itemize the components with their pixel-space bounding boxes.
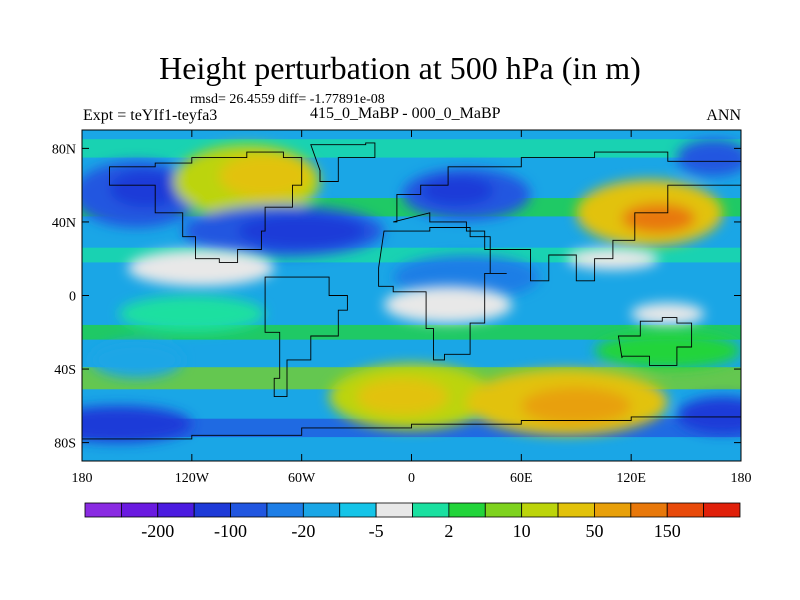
colorbar-label: 10 [513,521,531,541]
field-blob [118,295,266,333]
field-blob [237,214,366,248]
colorbar-label: -20 [291,521,315,541]
field-blobs [82,139,741,443]
lat-label: 80N [52,142,76,157]
colorbar-swatch [193,502,231,518]
field-blob [420,175,494,206]
colorbar-swatch [266,502,304,518]
field-blob [594,332,741,370]
colorbar-swatch [521,502,559,518]
coastline-antarctica [82,416,741,461]
colorbar-swatch [230,502,268,518]
near-zero-blob [127,249,275,287]
field-blob [91,341,183,379]
colorbar-label: 150 [654,521,681,541]
coastline-eurasia [393,151,741,282]
colorbar-swatch [666,502,705,518]
lon-label: 120E [616,471,646,486]
map-plot-area [81,129,742,462]
field-blob [356,378,449,416]
lon-label: 180 [731,471,752,486]
coastline-africa [378,227,507,361]
colorbar-swatch [412,502,450,518]
colorbar-swatch [448,502,486,518]
colorbar-swatch [302,502,341,518]
colorbar-label: -200 [141,521,174,541]
field-blob [521,387,632,425]
colorbar-label: 2 [444,521,453,541]
colorbar-label: 50 [585,521,603,541]
colorbar-swatch [120,502,159,518]
lat-label: 40N [52,216,76,231]
lon-label: 120W [175,471,210,486]
colorbar-swatch [703,502,741,518]
lat-label: 80S [54,437,76,452]
season-label: ANN [706,107,741,124]
lon-label: 180 [72,471,93,486]
coastline-australia [617,317,693,366]
lat-label: 40S [54,363,76,378]
colorbar-swatch [375,502,413,518]
field-blob [82,405,192,443]
coastline-south-america [264,276,348,398]
field-band [82,324,741,340]
coastline-north-america [109,151,303,263]
coastlines [82,142,741,461]
field-blob [676,139,741,176]
colorbar-label: -5 [369,521,384,541]
field-blob [219,153,311,199]
field-band [82,139,741,158]
colorbar-swatch [339,502,377,518]
lon-label: 60E [510,471,533,486]
colorbar-swatch [484,502,523,518]
map-axes: 80N 40N 0 40S 80S 180 120W 60W 0 60E 120E 180 [52,130,752,486]
field-blob [109,170,183,208]
near-zero-blob [631,302,705,325]
colorbar-swatch [630,502,668,518]
near-zero-blob [384,286,513,324]
period-label: 415_0_MaBP - 000_0_MaBP [310,105,501,122]
coastline-greenland [310,142,376,182]
colorbar-label: -100 [214,521,247,541]
field-blob [676,396,741,434]
lat-label: 0 [69,290,76,305]
colorbar-swatch [84,502,122,518]
colorbar: -200 -100 -20 -5 2 10 50 150 [84,502,741,541]
lon-label: 0 [408,471,415,486]
colorbar-swatch [557,502,595,518]
experiment-label: Expt = teYIf1-teyfa3 [83,107,218,124]
plot-title: Height perturbation at 500 hPa (in m) [159,50,641,86]
stats-line: rmsd= 26.4559 diff= -1.77891e-08 [190,92,385,107]
lon-label: 60W [288,471,316,486]
colorbar-swatch [594,502,632,518]
colorbar-swatch [157,502,195,518]
field-blob [622,203,696,233]
